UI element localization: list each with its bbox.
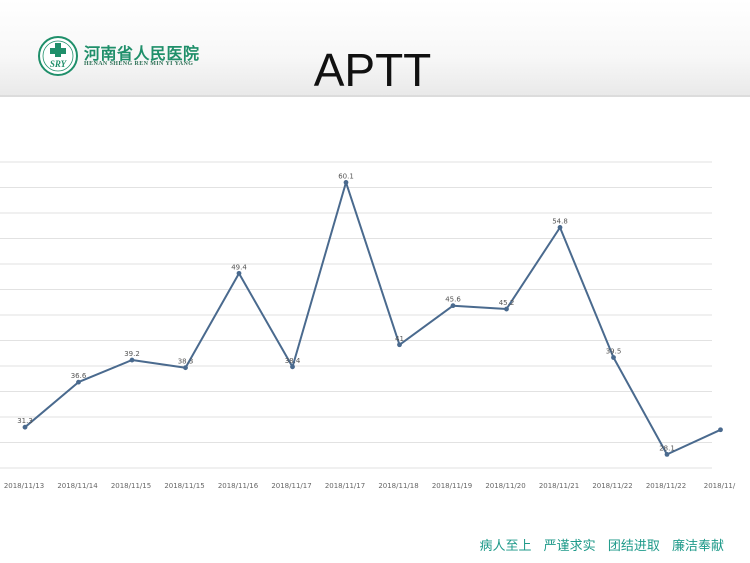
footer-slogan: 病人至上 严谨求实 团结进取 廉洁奉献 xyxy=(472,535,724,554)
data-labels-layer: 31.3 36.6 39.2 38.3 49.4 38.4 60.1 41 45.6 45.2 54… xyxy=(17,172,675,452)
data-label: 45.2 xyxy=(499,299,515,307)
data-label: 38.4 xyxy=(285,357,301,365)
data-label: 38.3 xyxy=(178,358,194,366)
data-label: 54.8 xyxy=(552,217,568,225)
x-tick-label: 2018/11/18 xyxy=(378,482,418,490)
data-label: 41 xyxy=(395,335,404,343)
data-point xyxy=(236,270,242,276)
x-tick-label: 2018/11/15 xyxy=(164,482,204,490)
data-point xyxy=(611,355,616,360)
data-point xyxy=(557,225,563,230)
data-label: 49.4 xyxy=(231,263,247,271)
data-label: 28.1 xyxy=(659,444,675,452)
x-tick-label: 2018/11/16 xyxy=(218,482,259,490)
data-label: 39.2 xyxy=(124,350,140,358)
x-tick-label: 2018/11/22 xyxy=(592,482,632,490)
x-tick-labels-layer: 2018/11/13 2018/11/14 2018/11/15 2018/11/15… xyxy=(4,482,736,490)
data-label: 31.3 xyxy=(17,417,33,425)
x-tick-label: 2018/11/20 xyxy=(485,482,525,490)
data-point xyxy=(290,364,295,370)
x-tick-label: 2018/11/13 xyxy=(4,482,44,490)
series-line xyxy=(24,181,721,456)
logo-letters: SRY xyxy=(50,59,68,69)
data-label: 39.5 xyxy=(606,348,622,356)
x-tick-label: 2018/11/17 xyxy=(271,482,311,490)
data-point xyxy=(343,180,349,185)
x-tick-label: 2018/11/21 xyxy=(539,482,579,490)
x-tick-label: 2018/11/19 xyxy=(432,482,472,490)
x-tick-label: 2018/11/ xyxy=(704,482,736,490)
data-point xyxy=(504,306,509,312)
data-point xyxy=(129,357,135,363)
x-tick-label: 2018/11/14 xyxy=(57,482,98,490)
x-tick-label: 2018/11/15 xyxy=(111,482,151,490)
data-label: 36.6 xyxy=(71,372,87,380)
data-label: 45.6 xyxy=(445,296,461,304)
header-divider xyxy=(0,95,750,97)
data-point xyxy=(450,303,456,309)
points-layer xyxy=(22,180,723,457)
grid-layer xyxy=(0,161,712,469)
slogan-2: 严谨求实 xyxy=(543,539,596,554)
x-tick-label: 2018/11/17 xyxy=(325,482,365,490)
data-point xyxy=(183,365,188,371)
page-title: APTT xyxy=(313,44,432,96)
data-point xyxy=(664,452,670,457)
slogan-4: 廉洁奉献 xyxy=(671,539,724,554)
data-point xyxy=(22,424,28,430)
org-name-cn: 河南省人民医院 xyxy=(84,44,200,63)
data-point xyxy=(718,427,723,433)
hospital-logo-icon: SRY xyxy=(38,36,78,76)
data-label: 60.1 xyxy=(338,172,354,180)
data-point xyxy=(397,342,402,348)
slogan-1: 病人至上 xyxy=(479,539,532,554)
org-name-en: HENAN SHENG REN MIN YI YANG xyxy=(84,61,194,67)
x-tick-label: 2018/11/22 xyxy=(646,482,686,490)
aptt-line-chart: 31.3 36.6 39.2 38.3 49.4 38.4 60.1 41 45.6 45.2 54… xyxy=(0,161,736,490)
data-point xyxy=(76,379,81,385)
slogan-3: 团结进取 xyxy=(607,539,660,554)
header-band xyxy=(0,0,750,96)
